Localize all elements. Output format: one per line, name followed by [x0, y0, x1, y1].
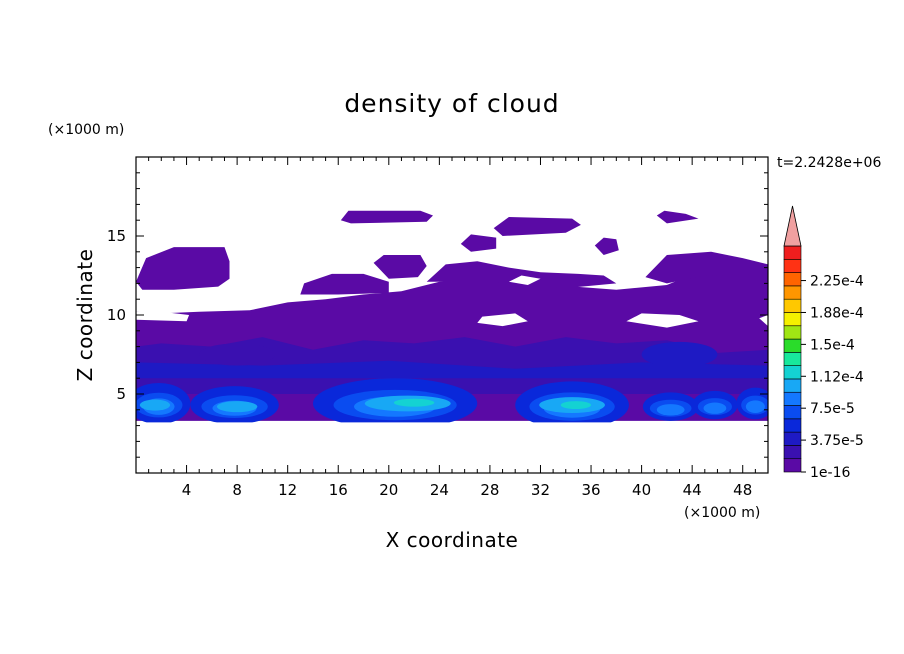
x-tick-label: 32 — [531, 481, 550, 499]
gap — [759, 315, 768, 327]
x-tick-label: 20 — [379, 481, 398, 499]
colorbar-label: 1.88e-4 — [810, 305, 864, 321]
cloud-patch — [594, 237, 619, 255]
mid-band-core — [199, 343, 276, 366]
time-label: t=2.2428e+06 — [777, 155, 881, 171]
colorbar-swatch — [783, 325, 802, 340]
x-unit-label: (×1000 m) — [684, 505, 760, 521]
colorbar-label: 3.75e-5 — [810, 433, 864, 449]
x-tick-label: 44 — [683, 481, 702, 499]
x-tick-label: 4 — [182, 481, 192, 499]
gap — [477, 313, 528, 327]
y-tick-label: 10 — [107, 306, 126, 324]
boundary-cloud — [139, 399, 171, 411]
colorbar-swatch — [783, 338, 802, 353]
y-axis: 5 10 15 — [107, 172, 768, 458]
colorbar-swatch — [783, 272, 802, 287]
colorbar-swatch — [783, 258, 802, 273]
cloud-patch — [300, 273, 389, 295]
y-unit-label: (×1000 m) — [48, 122, 124, 138]
cloud-patch — [656, 210, 699, 224]
colorbar-swatch — [783, 352, 802, 366]
y-tick-label: 5 — [116, 385, 126, 403]
cloud-patch — [645, 251, 768, 284]
boundary-cloud — [703, 402, 727, 414]
colorbar-swatch — [783, 445, 802, 460]
x-tick-label: 36 — [581, 481, 600, 499]
x-tick-label: 16 — [329, 481, 348, 499]
cloud-patch — [373, 255, 427, 279]
boundary-cloud — [656, 404, 685, 416]
cloud-patch — [460, 234, 497, 252]
colorbar-swatch — [783, 405, 802, 420]
gap — [508, 275, 541, 285]
colorbar-overflow-triangle — [783, 205, 802, 247]
colorbar-swatch — [783, 285, 802, 300]
colorbar-swatch — [783, 431, 802, 446]
colorbar-label: 1.5e-4 — [810, 337, 855, 353]
boundary-cloud — [393, 398, 435, 407]
density-field — [136, 210, 768, 473]
colorbar-swatch — [783, 391, 802, 406]
y-axis-label: Z coordinate — [73, 249, 97, 382]
mid-band-core — [136, 360, 768, 379]
colorbar-swatch — [783, 378, 802, 393]
cloud-patch — [426, 261, 617, 289]
chart-title: density of cloud — [344, 89, 559, 118]
boundary-cloud — [745, 400, 765, 413]
x-tick-label: 24 — [430, 481, 449, 499]
colorbar-label: 2.25e-4 — [810, 274, 864, 290]
x-tick-label: 8 — [232, 481, 242, 499]
cloud-patch — [493, 217, 581, 236]
boundary-cloud — [216, 401, 258, 413]
colorbar-label: 1.12e-4 — [810, 369, 864, 385]
cloud-patch — [340, 210, 433, 224]
boundary-cloud — [560, 401, 592, 410]
colorbar-label: 7.5e-5 — [810, 401, 855, 417]
colorbar-swatch — [783, 418, 802, 433]
gap — [136, 311, 190, 322]
colorbar-swatch — [783, 458, 802, 473]
x-tick-label: 28 — [480, 481, 499, 499]
x-tick-label: 40 — [632, 481, 651, 499]
colorbar: 1e-16 3.75e-5 7.5e-5 1.12e-4 1.5e-4 1.88e-4 2.… — [783, 205, 864, 481]
colorbar-swatch — [783, 298, 802, 313]
x-tick-label: 12 — [278, 481, 297, 499]
gap — [626, 313, 699, 328]
x-tick-label: 48 — [733, 481, 752, 499]
y-tick-label: 15 — [107, 227, 126, 245]
clear-air — [136, 422, 768, 473]
colorbar-swatch — [783, 245, 802, 260]
x-axis: 4 8 12 16 20 24 28 32 36 40 44 48 — [148, 157, 756, 499]
mid-band-core — [641, 341, 718, 368]
colorbar-swatch — [783, 312, 802, 327]
cloud-patch — [136, 247, 230, 290]
colorbar-label: 1e-16 — [810, 465, 850, 481]
colorbar-swatch — [783, 365, 802, 380]
x-axis-label: X coordinate — [386, 528, 519, 552]
